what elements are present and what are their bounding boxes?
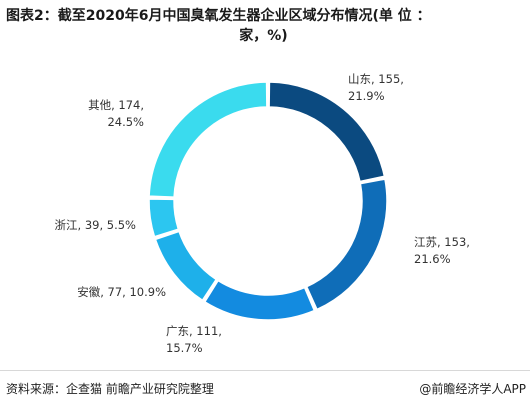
- donut-label-line: 其他, 174,: [88, 98, 144, 112]
- donut-label-line: 山东, 155,: [348, 72, 404, 86]
- donut-label-line: 广东, 111,: [166, 324, 222, 338]
- donut-slice-5: [148, 81, 268, 198]
- donut-labels: 山东, 155, 21.9% 江苏, 153, 21.6% 广东, 111, 15.7% 安…: [55, 72, 470, 355]
- donut-label-line: 浙江, 39, 5.5%: [55, 218, 137, 232]
- donut-label-line: 江苏, 153,: [414, 235, 470, 249]
- donut-slice-0: [268, 81, 386, 183]
- chart-title-line1: 图表2：截至2020年6月中国臭氧发生器企业区域分布情况(单 位 ：: [6, 8, 431, 24]
- donut-label-1: 江苏, 153, 21.6%: [414, 235, 470, 266]
- donut-slice-4: [148, 198, 180, 238]
- donut-label-3: 安徽, 77, 10.9%: [77, 285, 166, 299]
- donut-chart: 山东, 155, 21.9% 江苏, 153, 21.6% 广东, 111, 15.7% 安…: [55, 72, 470, 355]
- donut-slice-1: [305, 178, 388, 311]
- footer: 资料来源：企查猫 前瞻产业研究院整理 @前瞻经济学人APP: [0, 370, 530, 408]
- donut-label-2: 广东, 111, 15.7%: [166, 324, 222, 355]
- donut-label-line: 24.5%: [107, 115, 144, 129]
- donut-slices: [148, 81, 388, 321]
- donut-label-line: 安徽, 77, 10.9%: [77, 285, 166, 299]
- donut-label-5: 其他, 174, 24.5%: [88, 98, 144, 129]
- brand-text: @前瞻经济学人APP: [419, 382, 526, 396]
- donut-label-0: 山东, 155, 21.9%: [348, 72, 404, 103]
- donut-slice-2: [203, 279, 316, 321]
- chart-title-line2: 家，%): [239, 28, 288, 44]
- donut-label-4: 浙江, 39, 5.5%: [55, 218, 137, 232]
- donut-label-line: 21.9%: [348, 89, 385, 103]
- chart-title: 图表2：截至2020年6月中国臭氧发生器企业区域分布情况(单 位 ： 家，%): [6, 6, 521, 46]
- donut-slice-3: [154, 230, 218, 302]
- donut-label-line: 15.7%: [166, 341, 203, 355]
- donut-label-line: 21.6%: [414, 252, 451, 266]
- source-text: 资料来源：企查猫 前瞻产业研究院整理: [6, 382, 214, 396]
